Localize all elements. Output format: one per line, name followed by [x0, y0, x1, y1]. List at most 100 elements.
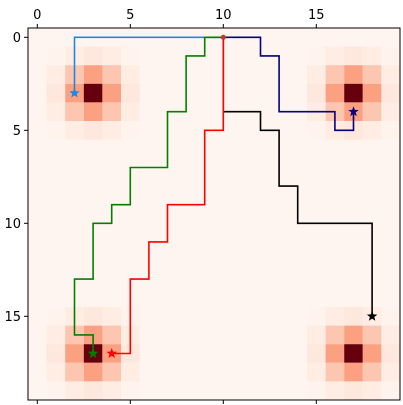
heat-cell — [46, 65, 66, 84]
path-line — [73, 36, 224, 94]
heat-cell — [381, 83, 400, 103]
heat-cell — [344, 307, 363, 326]
heat-cell — [307, 362, 326, 382]
heat-cell — [325, 325, 345, 345]
y-axis-ticks: 0 5 10 15 — [4, 31, 28, 325]
heat-cell — [344, 344, 363, 363]
heat-cell — [325, 46, 345, 66]
heat-cell — [344, 65, 363, 84]
heat-cell — [102, 121, 121, 140]
heat-cell — [344, 381, 363, 400]
heat-cell — [381, 344, 400, 363]
heat-cell — [381, 381, 400, 400]
goal-star-marker — [69, 87, 80, 98]
heat-cell — [65, 362, 84, 382]
heat-cell — [344, 362, 363, 382]
heat-cell — [307, 46, 326, 66]
heat-cell — [121, 102, 140, 121]
heat-cell — [121, 362, 140, 382]
heat-cell — [381, 307, 400, 326]
heat-cell — [46, 344, 66, 363]
heat-cell — [325, 307, 345, 326]
heat-cell — [46, 83, 66, 103]
heat-cell — [102, 65, 121, 84]
heat-cell — [65, 121, 84, 140]
heat-cell — [362, 121, 382, 140]
goal-star-marker — [87, 348, 99, 358]
path-lines — [73, 36, 373, 355]
x-tick-label: 0 — [33, 8, 41, 23]
x-tick-label: 10 — [215, 8, 232, 23]
heat-cell — [307, 344, 326, 363]
heat-cell — [325, 83, 345, 103]
heat-cell — [307, 65, 326, 84]
heat-cell — [46, 362, 66, 382]
heat-cell — [362, 46, 382, 66]
plot-frame — [27, 27, 401, 401]
heat-cell — [102, 46, 121, 66]
y-tick-label: 10 — [4, 217, 21, 232]
y-tick-label: 15 — [4, 310, 21, 325]
heat-cell — [46, 381, 66, 400]
heat-cell — [381, 102, 400, 121]
heat-cell — [46, 307, 66, 326]
goal-star-marker — [348, 106, 359, 117]
heat-cell — [325, 381, 345, 400]
heat-cell — [362, 102, 382, 121]
goal-star-marker — [366, 310, 378, 321]
heat-cell — [307, 381, 326, 400]
heat-cell — [121, 83, 140, 103]
heat-cell — [381, 325, 400, 345]
heatmap-cells — [28, 28, 400, 400]
heat-cell — [121, 65, 140, 84]
x-tick-label: 15 — [308, 8, 325, 23]
heat-cell — [102, 362, 121, 382]
heat-cell — [102, 307, 121, 326]
heat-cell — [344, 46, 363, 66]
path-line — [73, 36, 224, 354]
x-axis-ticks: 0 5 10 15 — [33, 8, 325, 404]
heat-cell — [381, 362, 400, 382]
heat-cell — [83, 362, 103, 382]
heat-cell — [362, 381, 382, 400]
heat-cell — [102, 102, 121, 121]
heat-cell — [83, 83, 103, 103]
heat-cell — [46, 121, 66, 140]
heat-cell — [344, 83, 363, 103]
heat-cell — [65, 102, 84, 121]
path-line — [111, 37, 225, 355]
heat-cell — [381, 46, 400, 66]
heat-cell — [362, 65, 382, 84]
heat-cell — [83, 102, 103, 121]
heat-cell — [46, 46, 66, 66]
heat-cell — [121, 46, 140, 66]
heat-cell — [362, 344, 382, 363]
heat-cell — [65, 344, 84, 363]
heat-cell — [102, 325, 121, 345]
heat-cell — [325, 344, 345, 363]
start-point-marker — [220, 34, 226, 40]
heat-cell — [362, 83, 382, 103]
x-tick-label: 5 — [126, 8, 134, 23]
heat-cell — [46, 102, 66, 121]
heat-cell — [102, 83, 121, 103]
heat-cell — [102, 381, 121, 400]
heat-cell — [121, 121, 140, 140]
heat-cell — [307, 83, 326, 103]
heat-cell — [344, 325, 363, 345]
heat-cell — [83, 307, 103, 326]
heat-cell — [121, 381, 140, 400]
path-line — [223, 36, 355, 132]
heat-cell — [46, 325, 66, 345]
heat-cell — [362, 362, 382, 382]
heat-cell — [83, 121, 103, 140]
heat-cell — [307, 307, 326, 326]
heat-cell — [83, 46, 103, 66]
heat-cell — [362, 325, 382, 345]
heat-cell — [381, 121, 400, 140]
y-tick-label: 5 — [13, 124, 21, 139]
path-line — [222, 37, 373, 317]
heat-cell — [83, 381, 103, 400]
goal-star-marker — [106, 348, 117, 358]
